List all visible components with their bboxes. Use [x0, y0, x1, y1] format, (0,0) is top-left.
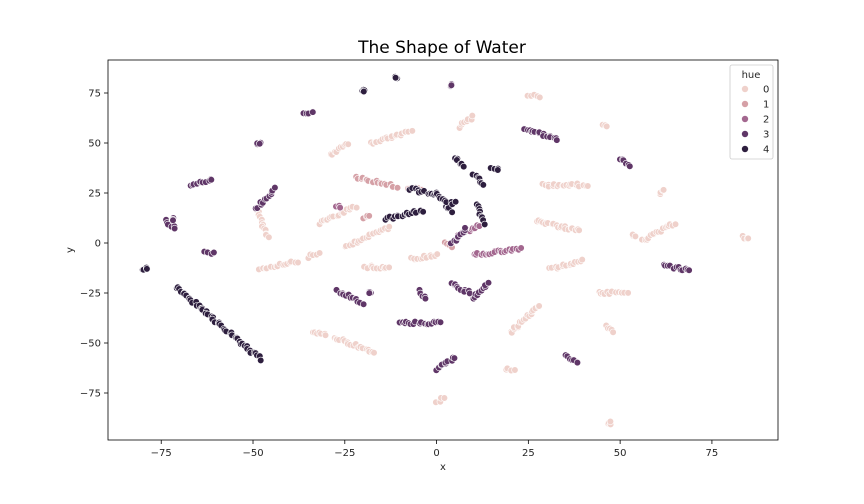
legend-marker-2: [741, 115, 749, 123]
scatter-point-hue-0: [671, 220, 680, 228]
x-tick-label: 0: [433, 448, 439, 459]
scatter-point-hue-0: [511, 366, 519, 374]
scatter-point-hue-4: [452, 198, 460, 206]
scatter-point-hue-4: [479, 181, 487, 189]
scatter-point-hue-3: [271, 184, 279, 192]
scatter-point-hue-3: [256, 140, 264, 148]
scatter-point-hue-4: [257, 356, 265, 365]
scatter-point-hue-0: [408, 127, 416, 135]
y-tick-label: 75: [88, 89, 101, 100]
scatter-point-hue-0: [659, 186, 668, 194]
scatter-point-hue-0: [385, 223, 393, 231]
scatter-point-hue-0: [316, 249, 324, 257]
scatter-point-hue-0: [744, 234, 752, 242]
plot-area-frame: [107, 59, 779, 441]
scatter-point-hue-3: [553, 136, 561, 144]
points-layer: [139, 73, 752, 429]
scatter-point-hue-0: [433, 250, 441, 258]
scatter-point-hue-3: [207, 176, 215, 184]
legend-title: hue: [742, 70, 761, 81]
scatter-point-hue-0: [321, 331, 330, 339]
scatter-point-hue-0: [609, 328, 617, 336]
x-tick-label: 75: [706, 448, 719, 459]
y-tick-label: 25: [88, 189, 101, 200]
scatter-point-hue-0: [370, 349, 378, 357]
scatter-point-hue-3: [169, 216, 177, 224]
scatter-point-hue-0: [385, 263, 393, 272]
legend-label-1: 1: [763, 100, 769, 111]
y-axis-ticks: 75 50 25 0 −25 −50 −75: [80, 89, 108, 400]
legend-marker-0: [741, 85, 749, 93]
y-axis-label: y: [65, 247, 76, 253]
y-tick-label: 0: [95, 239, 101, 250]
scatter-point-hue-0: [631, 232, 640, 240]
legend-label-3: 3: [763, 130, 769, 141]
scatter-point-hue-3: [685, 266, 693, 274]
scatter-point-hue-4: [460, 163, 468, 171]
scatter-point-hue-3: [210, 248, 218, 257]
y-tick-label: −25: [80, 289, 101, 300]
scatter-point-hue-0: [578, 256, 586, 264]
scatter-point-hue-4: [392, 74, 400, 82]
x-tick-label: 25: [522, 448, 535, 459]
legend: hue 0 1 2 3 4: [729, 64, 774, 160]
scatter-point-hue-0: [575, 226, 583, 234]
scatter-point-hue-3: [360, 300, 368, 308]
scatter-point-hue-3: [626, 162, 634, 170]
scatter-point-hue-4: [419, 208, 427, 216]
scatter-point-hue-0: [468, 111, 476, 120]
scatter-point-hue-1: [393, 184, 402, 192]
y-tick-label: 50: [88, 139, 101, 150]
x-tick-label: −25: [334, 448, 355, 459]
legend-label-2: 2: [763, 115, 769, 126]
scatter-point-hue-0: [606, 417, 615, 426]
legend-marker-4: [741, 145, 749, 153]
y-tick-label: −50: [80, 339, 101, 350]
scatter-point-hue-0: [344, 140, 352, 148]
x-tick-label: −75: [151, 448, 172, 459]
scatter-point-hue-2: [336, 204, 344, 212]
legend-marker-3: [741, 130, 749, 138]
scatter-point-hue-0: [624, 289, 632, 297]
scatter-point-hue-3: [447, 81, 456, 89]
legend-marker-1: [741, 100, 749, 108]
scatter-point-hue-4: [481, 220, 489, 228]
scatter-point-hue-3: [573, 359, 582, 367]
scatter-point-hue-3: [309, 108, 317, 116]
scatter-point-hue-4: [143, 265, 151, 273]
scatter-point-hue-0: [584, 182, 592, 190]
scatter-point-hue-4: [448, 208, 456, 216]
scatter-point-hue-0: [440, 394, 449, 402]
scatter-point-hue-4: [494, 166, 502, 174]
scatter-point-hue-4: [360, 87, 368, 96]
scatter-point-hue-3: [461, 224, 469, 232]
scatter-point-hue-1: [365, 212, 373, 220]
scatter-point-hue-3: [421, 295, 430, 303]
legend-label-4: 4: [763, 145, 769, 156]
scatter-point-hue-3: [171, 224, 179, 233]
x-axis-ticks: −75 −50 −25 0 25 50 75: [151, 440, 719, 459]
scatter-point-hue-0: [536, 93, 544, 101]
scatter-point-hue-0: [294, 258, 302, 267]
scatter-point-hue-0: [265, 233, 273, 241]
scatter-point-hue-0: [353, 204, 361, 212]
chart-title: The Shape of Water: [357, 38, 526, 58]
scatter-point-hue-3: [450, 354, 459, 362]
scatter-point-hue-0: [603, 122, 611, 130]
x-tick-label: 50: [614, 448, 627, 459]
scatter-point-hue-3: [436, 318, 445, 326]
scatter-point-hue-2: [517, 244, 525, 252]
legend-box: [729, 64, 774, 160]
x-tick-label: −50: [242, 448, 263, 459]
y-tick-label: −75: [80, 389, 101, 400]
legend-label-0: 0: [763, 85, 769, 96]
scatter-point-hue-3: [365, 289, 373, 297]
scatter-point-hue-3: [484, 279, 493, 287]
x-axis-label: x: [440, 462, 446, 473]
scatter-point-hue-0: [535, 302, 543, 310]
